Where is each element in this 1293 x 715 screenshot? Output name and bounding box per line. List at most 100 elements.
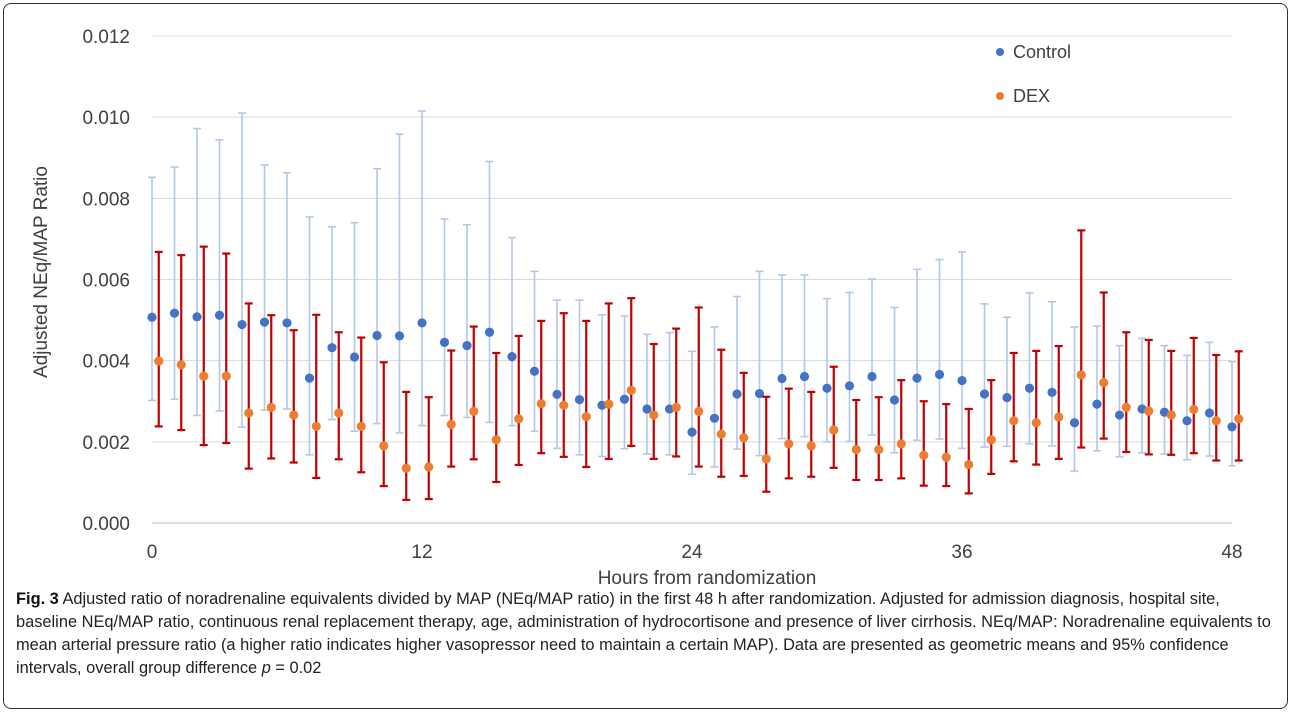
data-point-dex bbox=[829, 425, 839, 435]
data-point-control bbox=[1047, 387, 1057, 397]
data-point-control bbox=[642, 404, 652, 414]
figure-caption: Fig. 3 Adjusted ratio of noradrenaline e… bbox=[16, 588, 1278, 680]
data-point-control bbox=[844, 381, 855, 391]
legend: Control DEX bbox=[996, 42, 1071, 106]
data-point-dex bbox=[266, 402, 276, 412]
caption-p-value: = 0.02 bbox=[270, 659, 322, 677]
y-axis-title: Adjusted NEq/MAP Ratio bbox=[31, 166, 52, 378]
data-point-control bbox=[529, 366, 540, 376]
data-point-control bbox=[1227, 422, 1237, 432]
data-point-dex bbox=[559, 400, 569, 410]
legend-label-control: Control bbox=[1013, 42, 1071, 62]
y-tick-label: 0.002 bbox=[82, 433, 130, 454]
y-tick-label: 0.008 bbox=[82, 189, 130, 210]
data-point-control bbox=[259, 317, 270, 327]
data-point-control bbox=[1002, 392, 1012, 403]
y-tick-label: 0.012 bbox=[82, 27, 130, 48]
data-point-dex bbox=[536, 399, 546, 409]
data-point-control bbox=[1182, 416, 1192, 426]
data-point-dex bbox=[874, 444, 884, 455]
data-point-dex bbox=[401, 463, 411, 473]
data-point-control bbox=[1204, 408, 1215, 418]
data-point-dex bbox=[1031, 418, 1041, 428]
data-point-dex bbox=[356, 421, 366, 432]
data-point-control bbox=[1114, 410, 1125, 420]
caption-p-symbol: p bbox=[261, 659, 271, 677]
data-point-dex bbox=[1189, 404, 1199, 414]
data-point-dex bbox=[739, 433, 749, 443]
data-point-dex bbox=[311, 421, 321, 432]
data-point-control bbox=[912, 373, 922, 383]
data-point-control bbox=[687, 427, 697, 437]
data-point-dex bbox=[581, 412, 591, 422]
data-point-dex bbox=[806, 441, 816, 451]
data-point-dex bbox=[1076, 370, 1086, 380]
data-point-control bbox=[349, 352, 360, 362]
data-point-dex bbox=[626, 385, 636, 395]
y-tick-label: 0.010 bbox=[82, 108, 130, 129]
data-point-control bbox=[214, 310, 225, 320]
data-point-dex bbox=[604, 399, 614, 409]
data-point-control bbox=[1069, 418, 1080, 428]
x-tick-label: 12 bbox=[411, 542, 432, 563]
x-tick-label: 0 bbox=[147, 542, 158, 563]
data-point-control bbox=[394, 331, 405, 341]
data-point-control bbox=[484, 327, 495, 337]
data-point-dex bbox=[221, 371, 231, 381]
data-point-control bbox=[462, 341, 472, 351]
data-point-dex bbox=[176, 360, 186, 370]
y-tick-label: 0.006 bbox=[82, 271, 130, 292]
data-point-dex bbox=[1211, 416, 1221, 426]
series-control bbox=[147, 110, 1237, 476]
data-point-dex bbox=[761, 454, 771, 464]
caption-text: Adjusted ratio of noradrenaline equivale… bbox=[16, 590, 1271, 677]
data-point-control bbox=[799, 371, 810, 382]
data-point-control bbox=[619, 394, 630, 404]
data-point-dex bbox=[424, 462, 434, 472]
y-tick-label: 0.000 bbox=[82, 514, 130, 535]
data-point-control bbox=[439, 337, 450, 348]
data-point-control bbox=[867, 371, 877, 382]
y-axis-ticks: 0.000 0.002 0.004 0.006 0.008 0.010 0.012 bbox=[82, 27, 130, 535]
data-point-dex bbox=[1144, 406, 1154, 416]
scatter-chart: 0.000 0.002 0.004 0.006 0.008 0.010 0.012 0 12 2… bbox=[31, 27, 1244, 589]
data-point-control bbox=[754, 388, 765, 399]
data-point-dex bbox=[446, 419, 456, 429]
data-point-control bbox=[777, 373, 787, 384]
x-tick-label: 48 bbox=[1221, 542, 1242, 563]
legend-label-dex: DEX bbox=[1013, 86, 1050, 106]
x-tick-label: 36 bbox=[951, 542, 972, 563]
data-point-dex bbox=[716, 429, 726, 439]
data-point-dex bbox=[1121, 402, 1131, 412]
data-point-control bbox=[147, 312, 157, 322]
data-point-dex bbox=[154, 356, 164, 366]
data-point-dex bbox=[1234, 414, 1244, 424]
caption-label: Fig. 3 bbox=[16, 590, 59, 608]
data-point-dex bbox=[514, 414, 524, 424]
data-point-dex bbox=[896, 439, 906, 449]
x-tick-label: 24 bbox=[681, 542, 703, 563]
data-point-dex bbox=[289, 410, 299, 420]
data-point-dex bbox=[1054, 412, 1064, 422]
data-point-control bbox=[574, 395, 585, 405]
x-axis-title: Hours from randomization bbox=[598, 568, 817, 589]
data-point-control bbox=[417, 318, 427, 328]
series-dex bbox=[154, 229, 1244, 501]
data-point-dex bbox=[379, 441, 389, 451]
x-axis-ticks: 0 12 24 36 48 bbox=[147, 542, 1243, 563]
data-point-control bbox=[192, 312, 202, 322]
data-point-control bbox=[169, 308, 180, 318]
data-point-control bbox=[372, 330, 382, 341]
data-point-control bbox=[1024, 383, 1035, 393]
y-tick-label: 0.004 bbox=[82, 352, 130, 373]
data-point-control bbox=[889, 395, 900, 405]
legend-marker-control bbox=[996, 48, 1004, 56]
data-point-dex bbox=[919, 450, 929, 460]
data-point-dex bbox=[1099, 377, 1109, 388]
data-point-control bbox=[1092, 399, 1102, 409]
data-point-control bbox=[282, 318, 292, 328]
data-point-dex bbox=[964, 459, 974, 470]
data-point-dex bbox=[851, 444, 861, 455]
data-point-control bbox=[934, 369, 945, 380]
data-point-control bbox=[552, 389, 562, 399]
